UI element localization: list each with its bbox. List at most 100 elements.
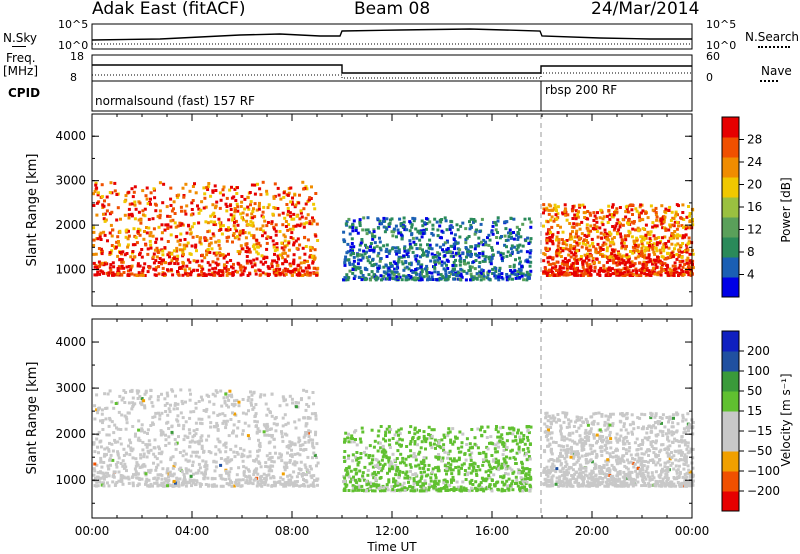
- scatter-cell: [505, 220, 509, 224]
- scatter-cell: [245, 219, 249, 223]
- scatter-cell: [391, 234, 395, 238]
- scatter-cell: [447, 249, 451, 253]
- scatter-cell: [437, 467, 440, 471]
- scatter-cell: [547, 228, 551, 232]
- scatter-cell: [224, 445, 228, 449]
- scatter-cell: [554, 213, 558, 217]
- scatter-cell: [523, 485, 527, 489]
- scatter-cell: [297, 271, 301, 275]
- scatter-cell: [124, 391, 128, 394]
- scatter-cell: [378, 441, 382, 445]
- scatter-cell: [273, 417, 277, 421]
- scatter-cell: [358, 224, 362, 227]
- scatter-cell: [614, 256, 618, 260]
- scatter-cell: [591, 256, 595, 260]
- scatter-cell: [187, 223, 190, 227]
- scatter-cell: [343, 437, 347, 441]
- scatter-cell: [418, 429, 421, 433]
- scatter-cell: [104, 475, 108, 479]
- scatter-cell: [292, 224, 296, 228]
- scatter-cell: [292, 483, 296, 487]
- scatter-cell: [414, 257, 418, 261]
- scatter-cell: [431, 467, 435, 471]
- scatter-cell: [132, 255, 136, 259]
- scatter-cell: [157, 451, 161, 455]
- scatter-cell: [510, 272, 514, 276]
- scatter-cell: [396, 488, 400, 492]
- scatter-cell: [561, 247, 565, 250]
- scatter-cell: [273, 259, 277, 263]
- scatter-cell: [300, 397, 303, 401]
- scatter-cell: [602, 233, 606, 237]
- scatter-cell: [197, 417, 201, 421]
- scatter-cell: [349, 440, 353, 444]
- scatter-cell: [286, 254, 290, 258]
- scatter-cell: [311, 246, 314, 250]
- scatter-cell: [286, 206, 290, 210]
- scatter-cell: [204, 460, 208, 464]
- scatter-cell: [566, 273, 570, 277]
- scatter-cell: [651, 271, 655, 275]
- scatter-cell: [688, 212, 692, 215]
- scatter-cell: [181, 427, 185, 431]
- scatter-cell: [645, 260, 649, 264]
- scatter-cell: [568, 272, 572, 276]
- scatter-cell: [283, 481, 287, 485]
- scatter-cell: [418, 450, 422, 454]
- scatter-cell: [287, 187, 291, 191]
- scatter-cell: [258, 395, 262, 399]
- scatter-cell: [129, 272, 133, 276]
- scatter-cell: [480, 268, 484, 272]
- scatter-cell: [351, 484, 355, 488]
- scatter-cell: [192, 259, 196, 263]
- scatter-cell: [241, 229, 245, 233]
- scatter-cell: [146, 247, 150, 251]
- scatter-cell: [523, 467, 527, 471]
- scatter-cell: [405, 278, 409, 282]
- scatter-cell: [174, 225, 178, 229]
- scatter-cell: [673, 264, 677, 268]
- scatter-cell: [189, 232, 193, 236]
- scatter-cell: [489, 435, 493, 439]
- scatter-cell: [98, 263, 102, 267]
- scatter-cell: [383, 489, 387, 493]
- scatter-cell: [495, 467, 499, 471]
- scatter-cell: [275, 242, 279, 246]
- scatter-cell: [241, 231, 245, 235]
- scatter-cell: [104, 417, 108, 421]
- scatter-cell: [172, 464, 176, 468]
- scatter-cell: [662, 246, 666, 250]
- scatter-cell: [192, 472, 195, 476]
- scatter-cell: [141, 448, 145, 452]
- scatter-cell: [137, 482, 141, 486]
- scatter-cell: [118, 394, 122, 398]
- scatter-cell: [298, 224, 302, 228]
- scatter-cell: [502, 448, 506, 452]
- scatter-cell: [608, 217, 612, 221]
- scatter-cell: [352, 219, 356, 223]
- scatter-cell: [631, 227, 635, 231]
- scatter-cell: [287, 269, 290, 273]
- scatter-cell: [478, 468, 482, 472]
- scatter-cell: [516, 468, 520, 471]
- scatter-cell: [311, 481, 315, 485]
- scatter-cell: [263, 433, 267, 437]
- scatter-cell: [361, 430, 365, 434]
- scatter-cell: [188, 478, 192, 482]
- scatter-cell: [462, 269, 466, 273]
- scatter-cell: [590, 237, 594, 241]
- scatter-cell: [575, 222, 579, 226]
- scatter-cell: [204, 483, 208, 486]
- scatter-cell: [268, 466, 272, 470]
- scatter-cell: [437, 457, 440, 461]
- scatter-cell: [101, 428, 105, 431]
- scatter-cell: [588, 254, 592, 258]
- scatter-cell: [260, 254, 264, 258]
- scatter-cell: [373, 489, 377, 493]
- scatter-cell: [423, 464, 427, 467]
- scatter-cell: [170, 259, 174, 263]
- scatter-cell: [158, 216, 162, 220]
- scatter-cell: [366, 216, 370, 220]
- scatter-cell: [107, 474, 111, 478]
- scatter-cell: [395, 263, 399, 267]
